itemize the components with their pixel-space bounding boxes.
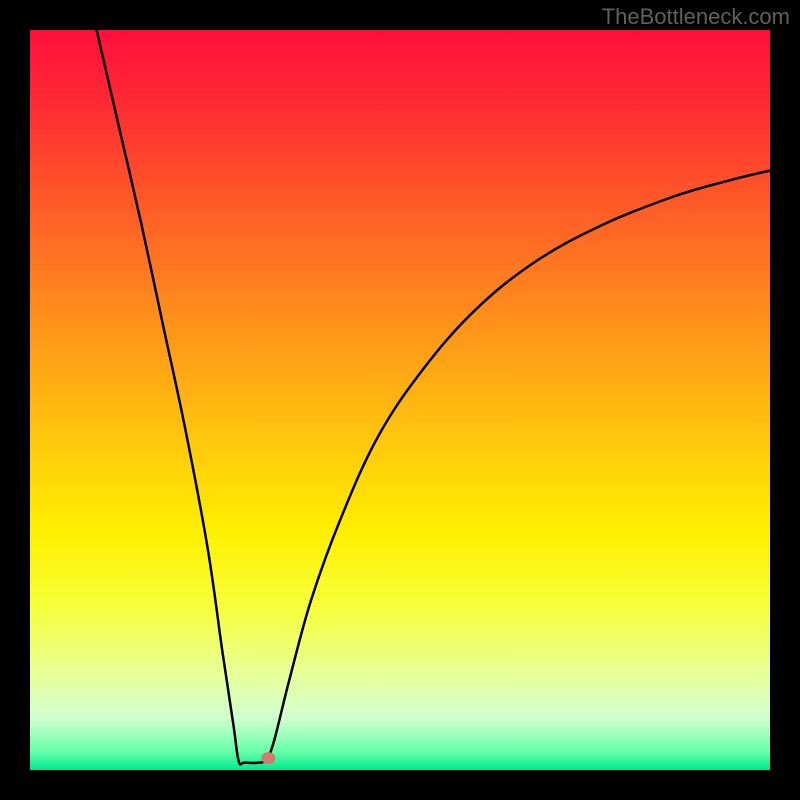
bottleneck-chart [0,0,800,800]
chart-container: { "watermark": { "text": "TheBottleneck.… [0,0,800,800]
optimal-point-marker [261,752,275,764]
watermark-text: TheBottleneck.com [602,4,790,30]
